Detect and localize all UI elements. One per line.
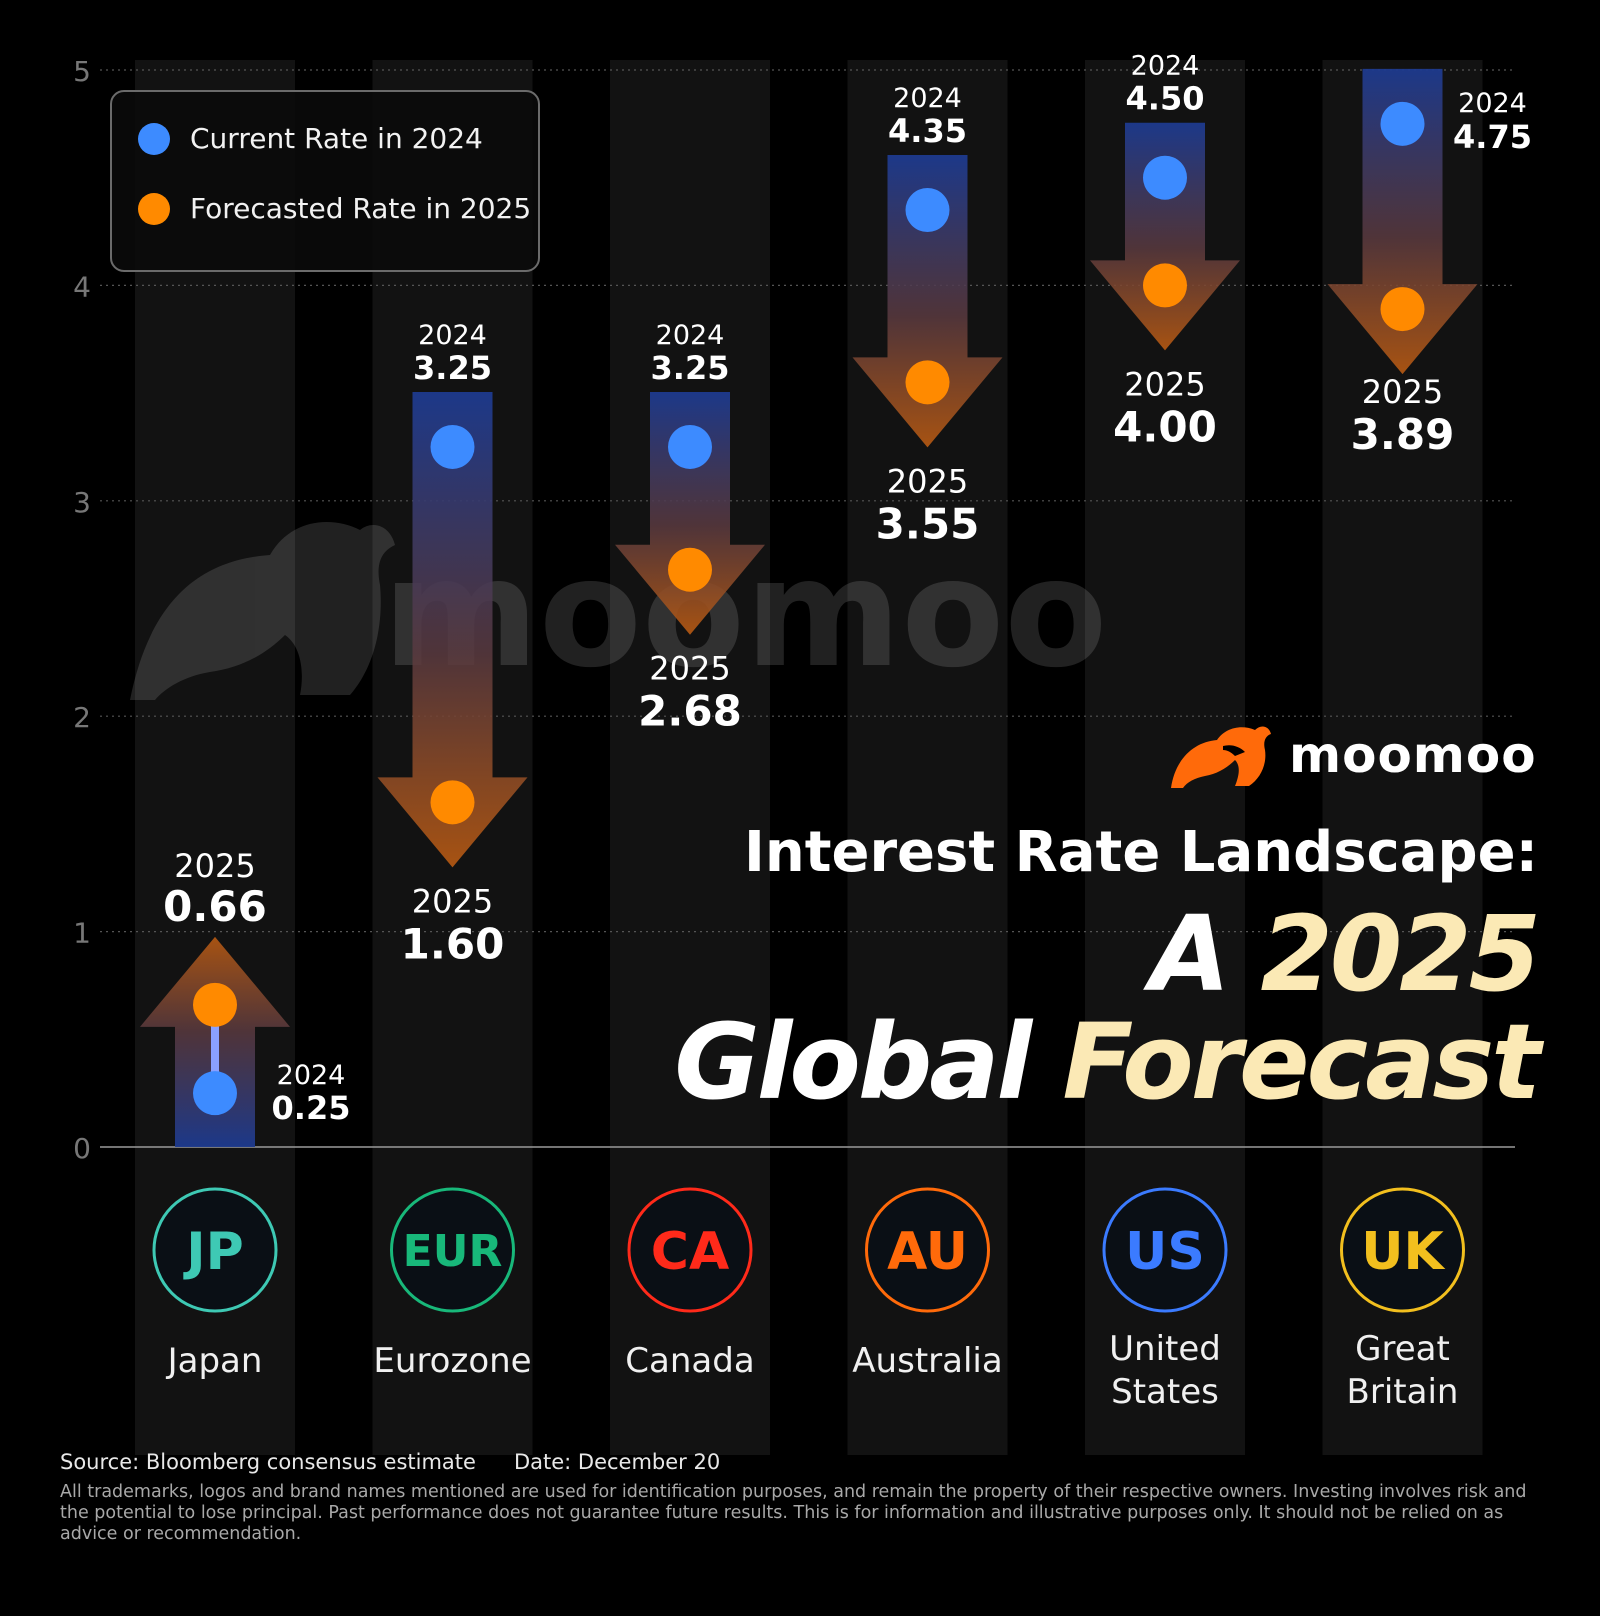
forecast-value-label: 4.00 bbox=[1113, 402, 1217, 451]
footer: Source: Bloomberg consensus estimate Date… bbox=[60, 1450, 1540, 1545]
y-tick-label: 3 bbox=[73, 486, 91, 519]
country-name: Japan bbox=[166, 1341, 263, 1381]
page-subtitle: A 2025 Global Forecast bbox=[674, 900, 1541, 1116]
forecast-rate-dot bbox=[905, 360, 950, 405]
country-code-jp: JP bbox=[183, 1222, 243, 1282]
rate-arrow-us bbox=[1090, 122, 1240, 351]
brand-logo: moomoo bbox=[1165, 720, 1537, 790]
current-year-label: 2024 bbox=[418, 320, 487, 351]
current-rate-dot bbox=[430, 424, 475, 469]
date-text: Date: December 20 bbox=[513, 1450, 721, 1474]
forecast-rate-dot bbox=[430, 780, 475, 825]
page-title: Interest Rate Landscape: bbox=[743, 820, 1538, 885]
forecast-value-label: 3.55 bbox=[876, 499, 980, 548]
rate-arrow-ca bbox=[615, 391, 765, 635]
y-tick-label: 0 bbox=[73, 1132, 91, 1165]
forecast-year-label: 2025 bbox=[1124, 365, 1205, 403]
disclaimer: All trademarks, logos and brand names me… bbox=[60, 1482, 1527, 1544]
forecast-year-label: 2025 bbox=[174, 847, 255, 885]
country-code-ca: CA bbox=[651, 1222, 729, 1282]
bull-logo-icon bbox=[1171, 726, 1271, 788]
country-code-uk: UK bbox=[1361, 1222, 1445, 1282]
forecast-value-label: 0.66 bbox=[163, 882, 267, 931]
current-value-label: 3.25 bbox=[413, 349, 492, 387]
forecast-year-label: 2025 bbox=[412, 882, 493, 920]
country-badge bbox=[1340, 1187, 1465, 1313]
forecast-rate-dot bbox=[193, 982, 237, 1027]
forecast-rate-dot bbox=[1380, 287, 1425, 332]
forecast-year-label: 2025 bbox=[887, 462, 968, 500]
current-rate-dot bbox=[1380, 101, 1425, 146]
forecast-value-label: 1.60 bbox=[401, 919, 505, 968]
y-tick-label: 1 bbox=[73, 917, 91, 950]
y-tick-label: 2 bbox=[73, 701, 91, 734]
country-name: Eurozone bbox=[373, 1341, 531, 1381]
current-value-label: 4.50 bbox=[1126, 80, 1205, 118]
forecast-value-label: 2.68 bbox=[638, 687, 742, 736]
subtitle-word-a: A bbox=[1149, 893, 1261, 1015]
country-code-us: US bbox=[1125, 1222, 1205, 1282]
rate-arrow-uk bbox=[1327, 68, 1478, 375]
rate-arrow-jp bbox=[140, 936, 290, 1147]
y-tick-label: 5 bbox=[73, 55, 91, 88]
forecast-value-label: 3.89 bbox=[1351, 410, 1455, 459]
legend-current-label: Current Rate in 2024 bbox=[190, 122, 483, 155]
country-badge bbox=[152, 1187, 278, 1313]
orange-dot-icon bbox=[138, 192, 170, 225]
y-tick-label: 4 bbox=[73, 270, 91, 303]
country-name-line: Britain bbox=[1347, 1372, 1459, 1412]
subtitle-word-forecast: Forecast bbox=[1062, 1001, 1541, 1123]
country-badge bbox=[1102, 1187, 1228, 1313]
country-name: Australia bbox=[852, 1341, 1002, 1381]
subtitle-word-global: Global bbox=[674, 1001, 1063, 1123]
legend: Current Rate in 2024 Forecasted Rate in … bbox=[110, 90, 540, 272]
current-year-label: 2024 bbox=[656, 320, 725, 351]
country-code-eur: EUR bbox=[403, 1226, 503, 1277]
current-rate-dot bbox=[193, 1071, 237, 1116]
rate-arrow-au bbox=[852, 155, 1003, 448]
country-badge bbox=[390, 1187, 515, 1313]
legend-item-forecast: Forecasted Rate in 2025 bbox=[138, 192, 531, 225]
country-name: Canada bbox=[625, 1341, 754, 1381]
current-value-label: 3.25 bbox=[651, 349, 730, 387]
logo-text: moomoo bbox=[1289, 726, 1537, 784]
watermark-bull-icon bbox=[130, 522, 395, 700]
country-code-au: AU bbox=[887, 1222, 968, 1282]
country-name-line: Great bbox=[1355, 1329, 1450, 1369]
forecast-rate-dot bbox=[668, 547, 712, 592]
blue-dot-icon bbox=[138, 122, 170, 155]
current-year-label: 2024 bbox=[1458, 88, 1527, 119]
legend-item-current: Current Rate in 2024 bbox=[138, 122, 483, 155]
country-name-line: States bbox=[1111, 1372, 1219, 1412]
country-name-line: United bbox=[1109, 1329, 1221, 1369]
current-year-label: 2024 bbox=[277, 1060, 346, 1091]
current-rate-dot bbox=[905, 188, 950, 233]
subtitle-year: 2025 bbox=[1260, 893, 1541, 1015]
forecast-year-label: 2025 bbox=[1362, 373, 1443, 411]
forecast-year-label: 2025 bbox=[649, 650, 730, 688]
current-value-label: 0.25 bbox=[272, 1089, 351, 1127]
rate-arrow-eur bbox=[377, 391, 528, 868]
legend-forecast-label: Forecasted Rate in 2025 bbox=[190, 192, 532, 225]
current-rate-dot bbox=[1143, 155, 1187, 200]
current-year-label: 2024 bbox=[1131, 51, 1200, 82]
current-year-label: 2024 bbox=[893, 83, 962, 114]
forecast-rate-dot bbox=[1143, 263, 1187, 308]
country-badge bbox=[627, 1187, 753, 1313]
source-line: Source: Bloomberg consensus estimate Date… bbox=[60, 1450, 1540, 1474]
current-rate-dot bbox=[668, 424, 712, 469]
current-value-label: 4.75 bbox=[1453, 118, 1532, 156]
country-badge bbox=[865, 1187, 990, 1313]
current-value-label: 4.35 bbox=[888, 112, 967, 150]
source-text: Source: Bloomberg consensus estimate bbox=[60, 1450, 476, 1474]
